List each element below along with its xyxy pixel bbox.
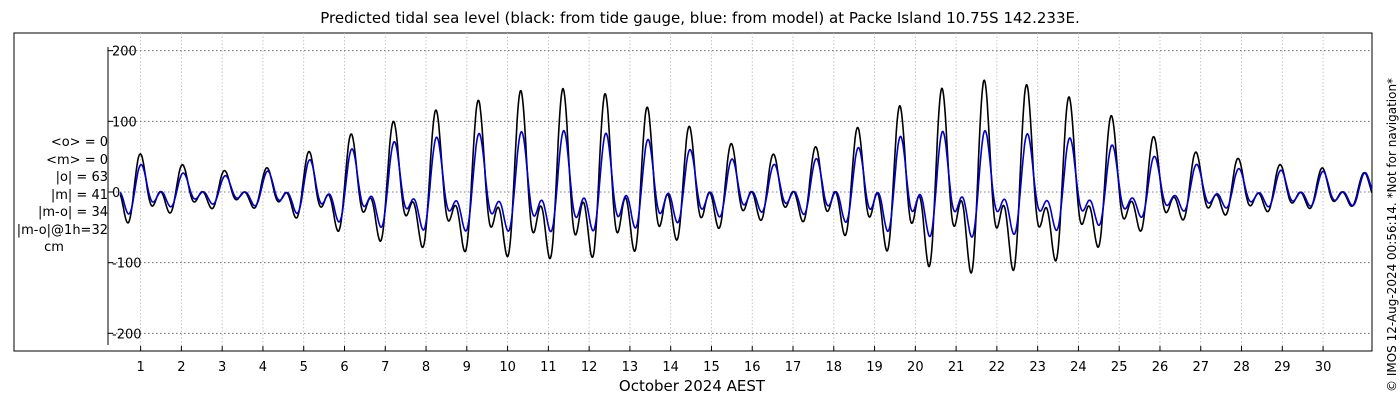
x-tick-label: 15	[703, 360, 720, 375]
x-tick-label: 11	[540, 360, 557, 375]
x-tick-label: 4	[259, 360, 267, 375]
x-tick-label: 12	[581, 360, 598, 375]
x-tick-label: 9	[463, 360, 471, 375]
y-tick-label: 200	[112, 45, 137, 60]
x-tick-label: 7	[381, 360, 389, 375]
statistics-panel: <o> = 0 <m> = 0 |o| = 63 |m| = 41 |m-o| …	[0, 134, 108, 257]
x-tick-label: 27	[1192, 360, 1209, 375]
x-tick-label: 1	[136, 360, 144, 375]
x-tick-label: 30	[1315, 360, 1332, 375]
stat-abs-model: |m| = 41	[50, 187, 108, 203]
x-tick-label: 10	[499, 360, 516, 375]
stat-abs-observed: |o| = 63	[55, 170, 108, 185]
x-tick-label: 19	[866, 360, 883, 375]
x-tick-label: 23	[1029, 360, 1046, 375]
x-tick-label: 2	[177, 360, 185, 375]
y-tick-label: -200	[112, 327, 142, 342]
x-tick-label: 17	[785, 360, 802, 375]
stat-mean-model: <m> = 0	[46, 152, 108, 168]
x-tick-label: 25	[1111, 360, 1128, 375]
series-line-model	[119, 129, 1373, 238]
x-tick-label: 13	[622, 360, 639, 375]
x-tick-label: 21	[948, 360, 965, 375]
x-axis-label: October 2024 AEST	[619, 377, 766, 395]
y-tick-label: 0	[112, 186, 120, 201]
x-tick-label: 18	[826, 360, 843, 375]
stat-unit: cm	[44, 240, 64, 255]
x-tick-label: 22	[989, 360, 1006, 375]
series-layer	[119, 79, 1373, 274]
x-tick-label: 14	[662, 360, 679, 375]
x-tick-label: 6	[340, 360, 348, 375]
stat-abs-diff: |m-o| = 34	[37, 205, 108, 220]
x-tick-label: 8	[422, 360, 430, 375]
x-tick-label: 20	[907, 360, 924, 375]
x-tick-label: 28	[1233, 360, 1250, 375]
stat-abs-diff-1h: |m-o|@1h=32	[16, 222, 108, 238]
y-tick-label: 100	[112, 115, 137, 130]
x-tick-label: 5	[300, 360, 308, 375]
chart-title: Predicted tidal sea level (black: from t…	[320, 9, 1080, 27]
y-tick-label: -100	[112, 257, 142, 272]
x-tick-label: 16	[744, 360, 761, 375]
x-tick-label: 24	[1070, 360, 1087, 375]
stat-mean-observed: <o> = 0	[50, 135, 108, 150]
x-tick-label: 29	[1274, 360, 1291, 375]
x-tick-label: 26	[1152, 360, 1169, 375]
x-tick-label: 3	[218, 360, 226, 375]
series-line-tide-gauge	[119, 79, 1373, 274]
